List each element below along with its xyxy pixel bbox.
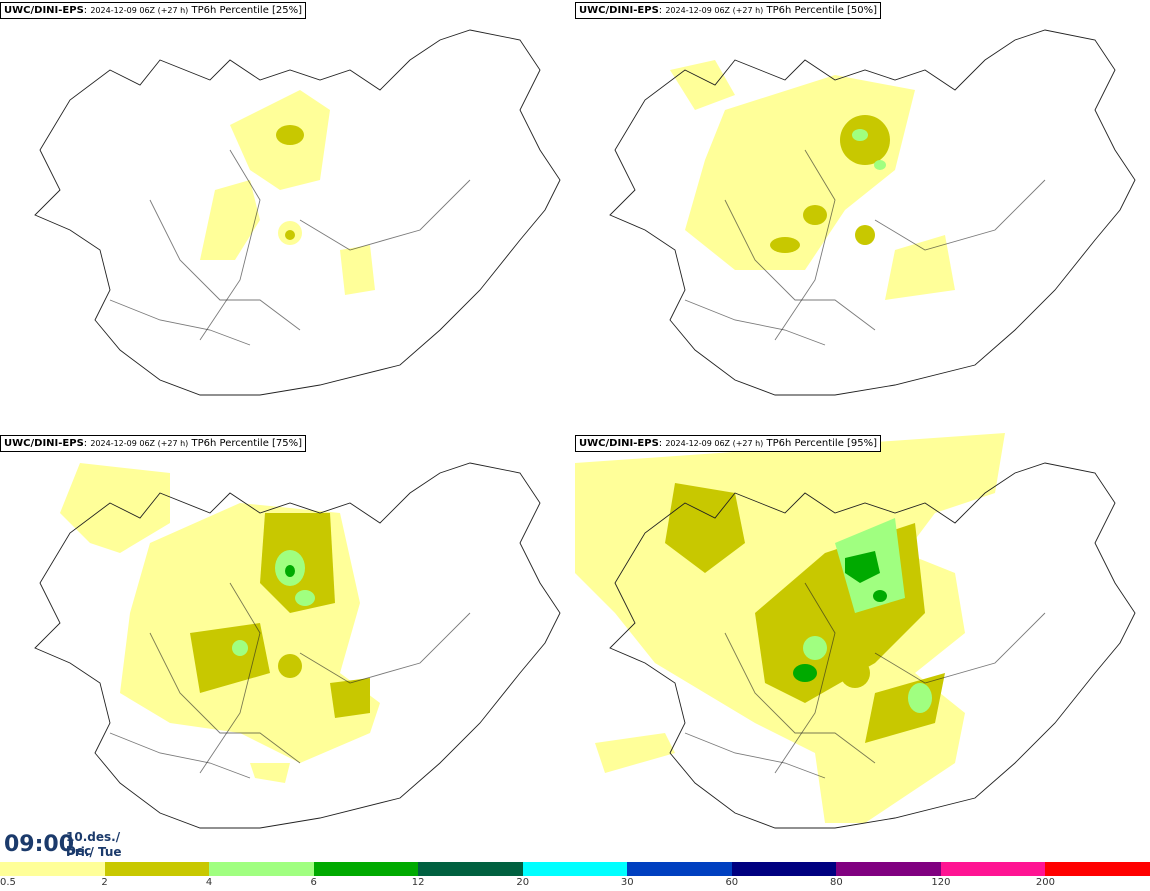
coastline	[609, 462, 1136, 829]
scale-tick-label: 4	[205, 877, 213, 888]
valid-time: 09:00	[4, 832, 75, 857]
color-swatch	[836, 862, 941, 876]
precip-map	[609, 29, 1136, 396]
scale-tick-label: 30	[620, 877, 634, 888]
scale-tick-label: 6	[310, 877, 317, 888]
precip-fill-2	[276, 125, 304, 240]
scale-tick-label: 200	[1035, 877, 1055, 888]
color-swatch	[731, 862, 837, 876]
coastline	[34, 29, 561, 396]
panel-title: UWC/DINI-EPS: 2024-12-09 06Z (+27 h) TP6…	[575, 435, 882, 452]
precip-fill	[670, 60, 955, 300]
scale-tick-label: 20	[516, 877, 530, 888]
precip-map	[34, 462, 561, 829]
valid-weekday: Þri./ Tue	[66, 845, 122, 859]
scale-tick-label: 60	[725, 877, 739, 888]
valid-date: 10.des./ Dec	[66, 830, 121, 858]
map-panel-p95: UWC/DINI-EPS: 2024-12-09 06Z (+27 h) TP6…	[575, 433, 1150, 863]
precip-map	[575, 433, 1136, 829]
precip-fill-3	[852, 129, 886, 170]
color-swatch	[209, 862, 314, 876]
panel-title: UWC/DINI-EPS: 2024-12-09 06Z (+27 h) TP6…	[0, 2, 307, 19]
precip-fill-4	[285, 565, 295, 577]
map-panel-p75: UWC/DINI-EPS: 2024-12-09 06Z (+27 h) TP6…	[0, 433, 575, 863]
color-scale-ticks: 0.5 2 4 6 12 20 30 60 80 120 200	[0, 876, 1150, 891]
precip-fill-4	[793, 551, 887, 682]
panel-title: UWC/DINI-EPS: 2024-12-09 06Z (+27 h) TP6…	[0, 435, 307, 452]
map-panel-p50: UWC/DINI-EPS: 2024-12-09 06Z (+27 h) TP6…	[575, 0, 1150, 430]
color-swatch	[313, 862, 419, 876]
precip-fill	[60, 463, 380, 783]
color-swatch	[627, 862, 732, 876]
scale-tick-label: 80	[829, 877, 843, 888]
scale-tick-label: 12	[411, 877, 425, 888]
panel-title: UWC/DINI-EPS: 2024-12-09 06Z (+27 h) TP6…	[575, 2, 882, 19]
color-swatch	[1045, 862, 1150, 876]
precip-fill-2	[770, 115, 890, 253]
color-swatch	[418, 862, 523, 876]
precip-map	[34, 29, 561, 396]
scale-tick-label: 2	[101, 877, 108, 888]
valid-time-box: 09:00 10.des./ Dec Þri./ Tue	[0, 826, 140, 862]
color-swatch	[0, 862, 105, 876]
map-panel-p25: UWC/DINI-EPS: 2024-12-09 06Z (+27 h) TP6…	[0, 0, 575, 430]
precip-fill	[200, 90, 375, 295]
color-swatch	[940, 862, 1046, 876]
color-swatch	[104, 862, 210, 876]
scale-tick-label: 0.5	[0, 877, 16, 888]
color-swatch	[522, 862, 628, 876]
scale-tick-label: 120	[931, 877, 951, 888]
coastline	[609, 29, 1136, 396]
color-scale-bar	[0, 862, 1150, 876]
coastline	[34, 462, 561, 829]
